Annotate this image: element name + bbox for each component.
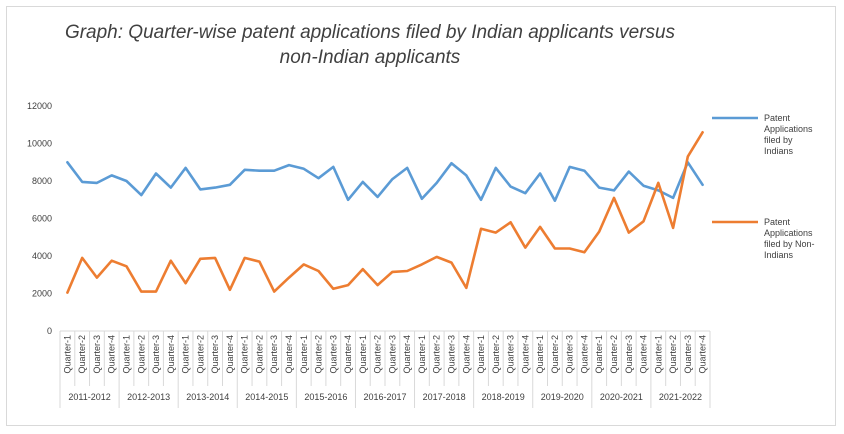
quarter-tick-label: Quarter-3 xyxy=(269,335,279,374)
legend-label: Patent xyxy=(764,113,791,123)
series-line-non-indians xyxy=(66,131,704,294)
quarter-tick-label: Quarter-4 xyxy=(284,335,294,374)
year-tick-label: 2017-2018 xyxy=(423,392,466,402)
legend-label: filed by xyxy=(764,135,793,145)
quarter-tick-label: Quarter-2 xyxy=(314,335,324,374)
y-tick-label: 2000 xyxy=(32,289,52,299)
series-line-indians xyxy=(66,161,704,202)
year-tick-label: 2013-2014 xyxy=(186,392,229,402)
quarter-tick-label: Quarter-3 xyxy=(151,335,161,374)
quarter-tick-label: Quarter-4 xyxy=(107,335,117,374)
year-tick-label: 2018-2019 xyxy=(482,392,525,402)
quarter-tick-label: Quarter-4 xyxy=(639,335,649,374)
year-tick-label: 2020-2021 xyxy=(600,392,643,402)
y-tick-label: 4000 xyxy=(32,251,52,261)
legend-label: filed by Non- xyxy=(764,239,815,249)
quarter-tick-label: Quarter-4 xyxy=(579,335,589,374)
chart-frame xyxy=(6,6,836,426)
chart-title-line-1: Graph: Quarter-wise patent applications … xyxy=(64,22,676,43)
quarter-tick-label: Quarter-2 xyxy=(432,335,442,374)
y-tick-label: 6000 xyxy=(32,214,52,224)
year-tick-label: 2012-2013 xyxy=(127,392,170,402)
quarter-tick-label: Quarter-1 xyxy=(535,335,545,374)
legend-label: Applications xyxy=(764,228,813,238)
quarter-tick-label: Quarter-4 xyxy=(520,335,530,374)
quarter-tick-label: Quarter-3 xyxy=(92,335,102,374)
quarter-tick-label: Quarter-3 xyxy=(506,335,516,374)
quarter-tick-label: Quarter-4 xyxy=(698,335,708,374)
quarter-tick-label: Quarter-2 xyxy=(136,335,146,374)
quarter-tick-label: Quarter-3 xyxy=(328,335,338,374)
year-tick-label: 2014-2015 xyxy=(245,392,288,402)
quarter-tick-label: Quarter-1 xyxy=(62,335,72,374)
quarter-tick-label: Quarter-1 xyxy=(181,335,191,374)
year-tick-label: 2016-2017 xyxy=(363,392,406,402)
quarter-tick-label: Quarter-1 xyxy=(299,335,309,374)
quarter-tick-label: Quarter-3 xyxy=(210,335,220,374)
quarter-tick-label: Quarter-4 xyxy=(166,335,176,374)
year-tick-label: 2015-2016 xyxy=(304,392,347,402)
quarter-tick-label: Quarter-3 xyxy=(624,335,634,374)
quarter-tick-label: Quarter-1 xyxy=(240,335,250,374)
legend-label: Indians xyxy=(764,250,794,260)
quarter-tick-label: Quarter-2 xyxy=(77,335,87,374)
legend-label: Applications xyxy=(764,124,813,134)
legend-label: Patent xyxy=(764,217,791,227)
y-tick-label: 10000 xyxy=(27,139,52,149)
quarter-tick-label: Quarter-1 xyxy=(358,335,368,374)
quarter-tick-label: Quarter-2 xyxy=(373,335,383,374)
quarter-tick-label: Quarter-2 xyxy=(195,335,205,374)
quarter-tick-label: Quarter-2 xyxy=(491,335,501,374)
year-tick-label: 2019-2020 xyxy=(541,392,584,402)
quarter-tick-label: Quarter-4 xyxy=(461,335,471,374)
year-tick-label: 2011-2012 xyxy=(68,392,110,402)
quarter-tick-label: Quarter-1 xyxy=(417,335,427,374)
y-tick-label: 12000 xyxy=(27,101,52,111)
y-tick-label: 0 xyxy=(47,326,52,336)
y-tick-label: 8000 xyxy=(32,176,52,186)
quarter-tick-label: Quarter-2 xyxy=(550,335,560,374)
chart-title: Graph: Quarter-wise patent applications … xyxy=(60,20,680,70)
quarter-tick-label: Quarter-1 xyxy=(121,335,131,374)
quarter-tick-label: Quarter-3 xyxy=(683,335,693,374)
quarter-tick-label: Quarter-3 xyxy=(565,335,575,374)
year-tick-label: 2021-2022 xyxy=(659,392,702,402)
quarter-tick-label: Quarter-2 xyxy=(668,335,678,374)
quarter-tick-label: Quarter-4 xyxy=(343,335,353,374)
quarter-tick-label: Quarter-2 xyxy=(609,335,619,374)
quarter-tick-label: Quarter-3 xyxy=(446,335,456,374)
quarter-tick-label: Quarter-1 xyxy=(476,335,486,374)
quarter-tick-label: Quarter-1 xyxy=(653,335,663,374)
quarter-tick-label: Quarter-1 xyxy=(594,335,604,374)
quarter-tick-label: Quarter-4 xyxy=(402,335,412,374)
quarter-tick-label: Quarter-2 xyxy=(254,335,264,374)
quarter-tick-label: Quarter-3 xyxy=(387,335,397,374)
chart-title-line-2: non-Indian applicants xyxy=(279,47,461,68)
legend-label: Indians xyxy=(764,146,794,156)
quarter-tick-label: Quarter-4 xyxy=(225,335,235,374)
